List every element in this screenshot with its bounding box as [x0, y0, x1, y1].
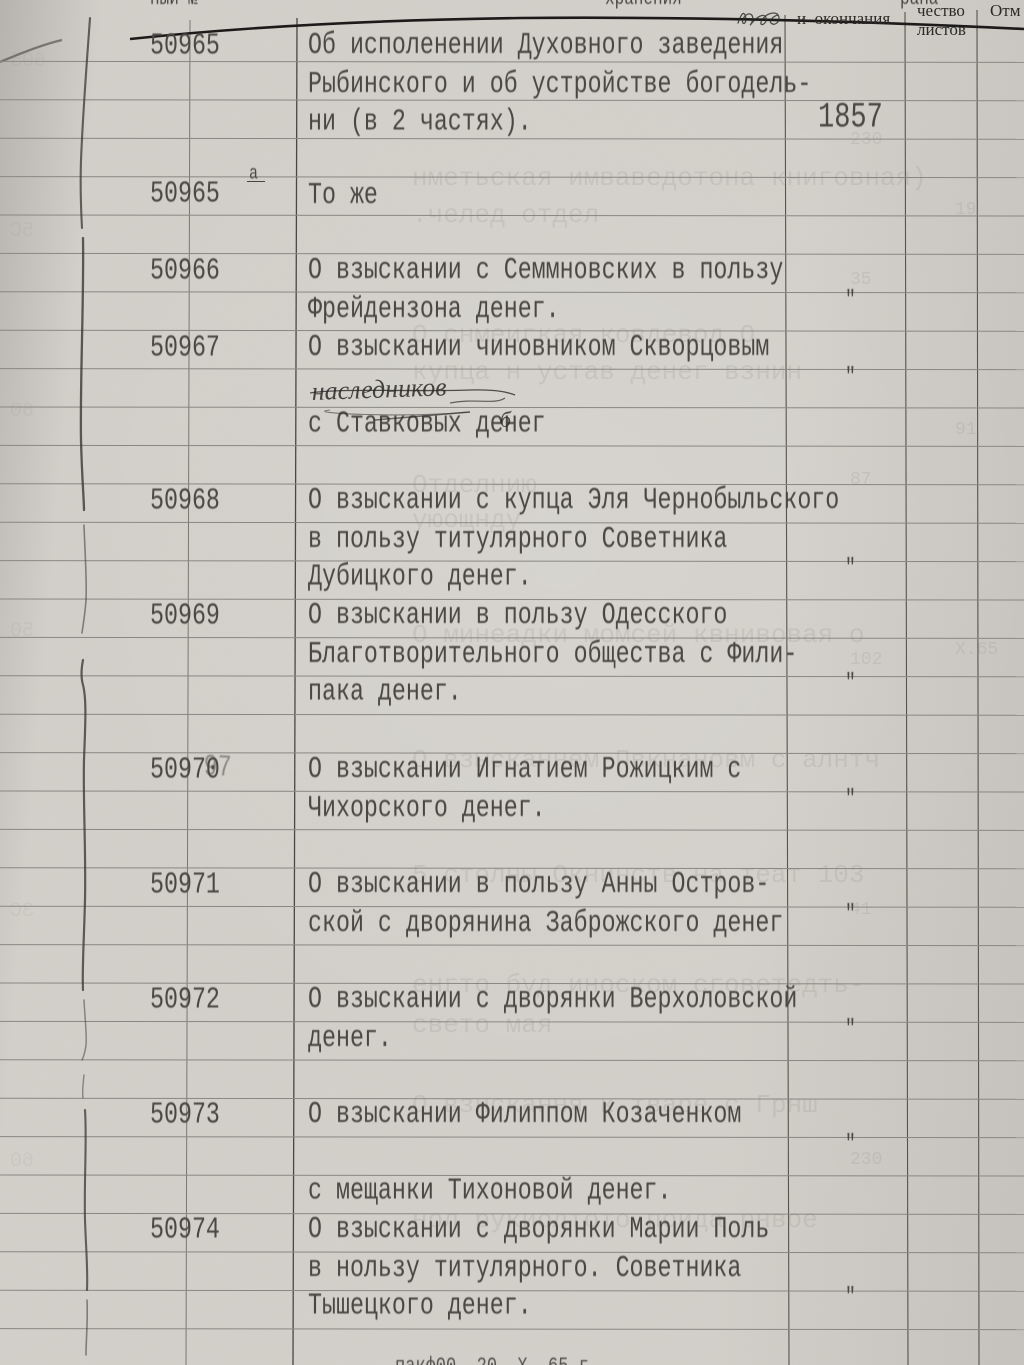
svg-text:б: б — [500, 407, 512, 432]
svg-text:наследников: наследников — [311, 372, 447, 406]
